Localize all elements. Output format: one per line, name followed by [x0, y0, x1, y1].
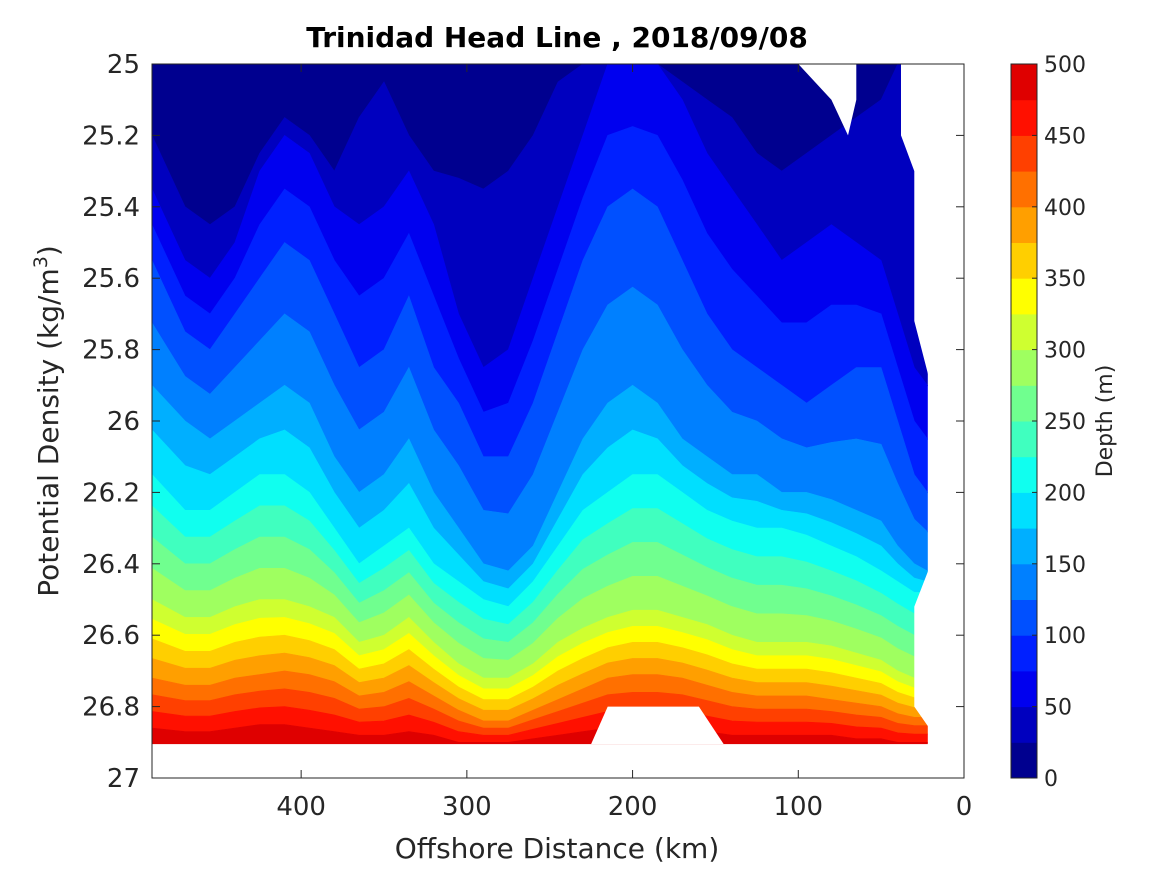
- y-tick-label: 25.8: [82, 336, 140, 366]
- y-tick-label: 27: [107, 764, 140, 794]
- colorbar-swatch: [1011, 242, 1037, 279]
- colorbar-swatch: [1011, 349, 1037, 386]
- colorbar-tick-label: 300: [1044, 339, 1086, 364]
- colorbar-label: Depth (m): [1093, 365, 1118, 478]
- colorbar-tick-label: 200: [1044, 481, 1086, 506]
- y-tick-label: 25.4: [82, 193, 140, 223]
- colorbar-swatch: [1011, 742, 1037, 779]
- x-tick-label: 400: [276, 792, 326, 822]
- colorbar-swatch: [1011, 599, 1037, 636]
- colorbar-swatch: [1011, 670, 1037, 708]
- colorbar-swatch: [1011, 64, 1037, 101]
- colorbar-swatch: [1011, 278, 1037, 315]
- colorbar-swatch: [1011, 171, 1037, 208]
- y-tick-label: 26.6: [82, 621, 140, 651]
- no-data-mask: [901, 64, 964, 778]
- y-axis-label-main: Potential Density (kg/m: [32, 268, 65, 597]
- colorbar-swatch: [1011, 99, 1037, 136]
- colorbar-swatch: [1011, 563, 1037, 600]
- x-tick-label: 300: [442, 792, 492, 822]
- colorbar-tick-label: 50: [1044, 696, 1072, 721]
- colorbar-swatch: [1011, 385, 1037, 422]
- colorbar-tick-label: 400: [1044, 196, 1086, 221]
- y-axis-ticks: 25 25.2 25.4 25.6 25.8 26 26.2 26.4 26.6 26.8 27: [82, 50, 964, 794]
- colorbar-tick-label: 100: [1044, 624, 1086, 649]
- x-tick-label: 100: [773, 792, 823, 822]
- y-axis-label-close: ): [32, 245, 65, 256]
- colorbar-tick-label: 150: [1044, 553, 1086, 578]
- y-tick-label: 26: [107, 407, 140, 437]
- colorbar-swatch: [1011, 421, 1037, 458]
- y-tick-label: 26.4: [82, 550, 140, 580]
- colorbar-tick-label: 350: [1044, 267, 1086, 292]
- y-tick-label: 26.8: [82, 693, 140, 723]
- y-axis-label: Potential Density (kg/m3): [30, 245, 65, 597]
- y-axis-label-superscript: 3: [30, 256, 52, 268]
- x-axis-ticks: 400 300 200 100 0: [276, 64, 972, 822]
- chart-title: Trinidad Head Line , 2018/09/08: [306, 21, 808, 54]
- no-data-mask: [591, 706, 724, 745]
- no-data-mask: [798, 64, 857, 136]
- y-tick-label: 25: [107, 50, 140, 80]
- colorbar-tick-label: 450: [1044, 124, 1086, 149]
- colorbar-swatch: [1011, 635, 1037, 672]
- colorbar-swatch: [1011, 528, 1037, 565]
- no-data-mask: [152, 744, 964, 778]
- x-tick-label: 200: [608, 792, 658, 822]
- colorbar-swatch: [1011, 313, 1037, 351]
- colorbar-swatch: [1011, 492, 1037, 529]
- colorbar-tick-label: 250: [1044, 410, 1086, 435]
- y-tick-label: 25.2: [82, 121, 140, 151]
- colorbar-swatch: [1011, 456, 1037, 493]
- contour-bands: [152, 64, 964, 778]
- colorbar-swatch: [1011, 706, 1037, 743]
- colorbar-swatch: [1011, 206, 1037, 243]
- y-tick-label: 26.2: [82, 478, 140, 508]
- colorbar-tick-label: 0: [1044, 767, 1058, 792]
- x-tick-label: 0: [956, 792, 973, 822]
- colorbar-swatch: [1011, 135, 1037, 172]
- x-axis-label: Offshore Distance (km): [395, 832, 720, 865]
- colorbar-tick-label: 500: [1044, 53, 1086, 78]
- y-tick-label: 25.6: [82, 264, 140, 294]
- colorbar: 0 50 100 150 200 250 300 350 400 450 500: [1010, 53, 1086, 792]
